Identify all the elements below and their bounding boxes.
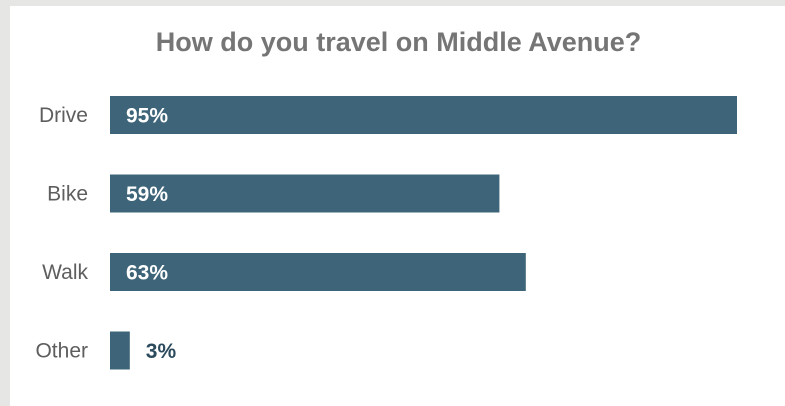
- bars-layer: Drive 95% Bike 59% Walk 63% Other 3%: [35, 96, 737, 370]
- chart-title: How do you travel on Middle Avenue?: [155, 27, 642, 57]
- bar-walk: [110, 253, 526, 291]
- category-label-drive: Drive: [39, 104, 88, 127]
- value-label-walk: 63%: [126, 262, 168, 285]
- bar-bike: [110, 174, 500, 213]
- value-label-bike: 59%: [126, 183, 168, 206]
- category-label-walk: Walk: [42, 261, 88, 284]
- category-label-bike: Bike: [47, 183, 88, 206]
- bar-drive: [110, 96, 737, 134]
- value-label-drive: 95%: [126, 105, 168, 128]
- bar-other: [110, 331, 130, 370]
- value-label-other: 3%: [146, 340, 177, 363]
- category-label-other: Other: [35, 340, 88, 363]
